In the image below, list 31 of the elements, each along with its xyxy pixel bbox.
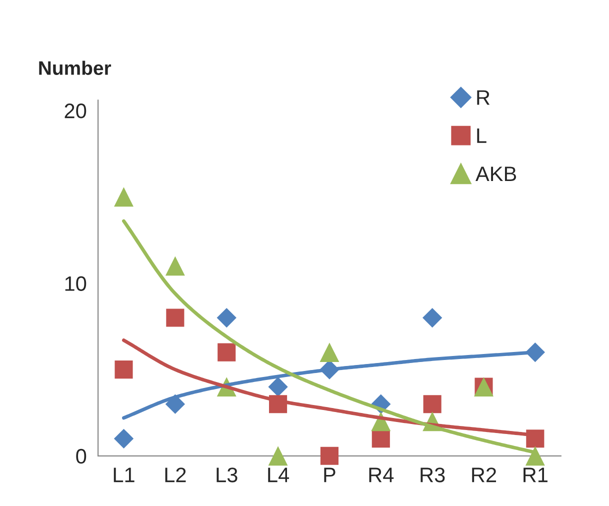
legend-label: R	[477, 90, 490, 105]
x-tick-label: R3	[420, 468, 445, 482]
point	[268, 377, 288, 397]
x-tick-label: R2	[472, 468, 496, 482]
point	[423, 395, 442, 414]
x-tick-label: L4	[268, 468, 290, 482]
point	[422, 308, 442, 328]
point	[320, 446, 338, 465]
x-tick-label: R4	[369, 468, 394, 482]
point	[218, 343, 236, 362]
x-tick-label: L1	[114, 468, 134, 482]
x-tick-label: P	[324, 468, 336, 482]
x-tick-label: R1	[524, 468, 548, 482]
y-tick-label: 0	[76, 448, 86, 464]
y-axis-title: Number	[39, 60, 112, 75]
point	[268, 446, 288, 466]
point	[166, 308, 184, 327]
point	[525, 446, 545, 466]
point	[216, 308, 236, 328]
point	[320, 342, 340, 362]
point	[165, 256, 185, 276]
point	[114, 428, 134, 448]
x-tick-label: L3	[216, 468, 238, 482]
y-tick-label: 20	[64, 104, 86, 118]
legend-label: AKB	[476, 166, 516, 182]
y-tick-label: 10	[65, 276, 86, 291]
x-tick-label: L2	[165, 468, 186, 482]
legend-label: L	[477, 128, 486, 143]
point	[114, 360, 133, 379]
point	[372, 430, 390, 448]
point	[114, 187, 134, 207]
